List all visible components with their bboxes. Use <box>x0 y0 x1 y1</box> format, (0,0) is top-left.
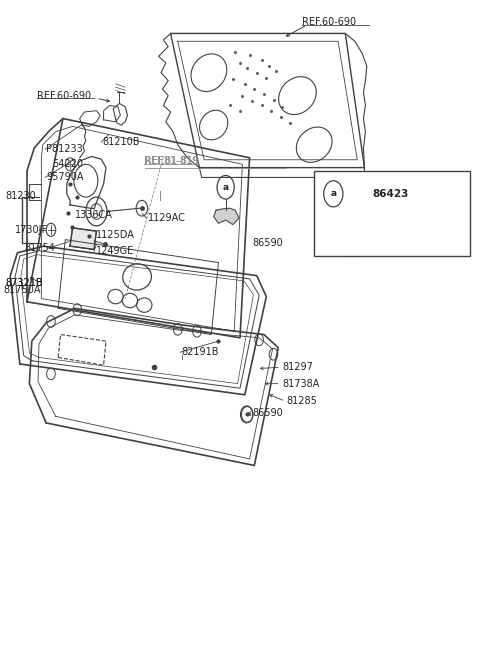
Text: 1125DA: 1125DA <box>96 230 134 240</box>
Text: 87321B: 87321B <box>5 279 43 289</box>
Text: 81210B: 81210B <box>102 137 140 147</box>
Text: 81230: 81230 <box>5 191 36 201</box>
Text: P81233: P81233 <box>46 144 83 154</box>
Text: a: a <box>330 190 336 198</box>
Text: 81738A: 81738A <box>282 379 320 388</box>
FancyBboxPatch shape <box>314 171 470 256</box>
Text: 86590: 86590 <box>252 408 283 418</box>
Text: REF.81-819: REF.81-819 <box>144 156 198 166</box>
Text: 86423: 86423 <box>372 189 409 199</box>
Polygon shape <box>70 228 96 249</box>
Text: REF.81-819: REF.81-819 <box>145 156 199 166</box>
Text: 81754: 81754 <box>24 243 56 253</box>
Text: 1730JF: 1730JF <box>15 225 48 235</box>
Polygon shape <box>214 208 239 224</box>
Text: 87321B: 87321B <box>5 279 43 289</box>
Text: 95790A: 95790A <box>46 173 84 182</box>
Text: REF.60-690: REF.60-690 <box>302 17 356 28</box>
Text: 81297: 81297 <box>282 362 313 372</box>
Text: 81285: 81285 <box>287 396 317 406</box>
Text: 1336CA: 1336CA <box>75 211 113 220</box>
Text: 81750A: 81750A <box>3 285 41 295</box>
Text: a: a <box>223 183 228 192</box>
Text: 54220: 54220 <box>52 159 83 169</box>
Text: REF.60-690: REF.60-690 <box>36 91 91 100</box>
Text: 1249GE: 1249GE <box>96 247 134 256</box>
Text: 82191B: 82191B <box>181 347 219 358</box>
Text: 86590: 86590 <box>252 238 283 248</box>
Text: 1129AC: 1129AC <box>148 213 186 223</box>
